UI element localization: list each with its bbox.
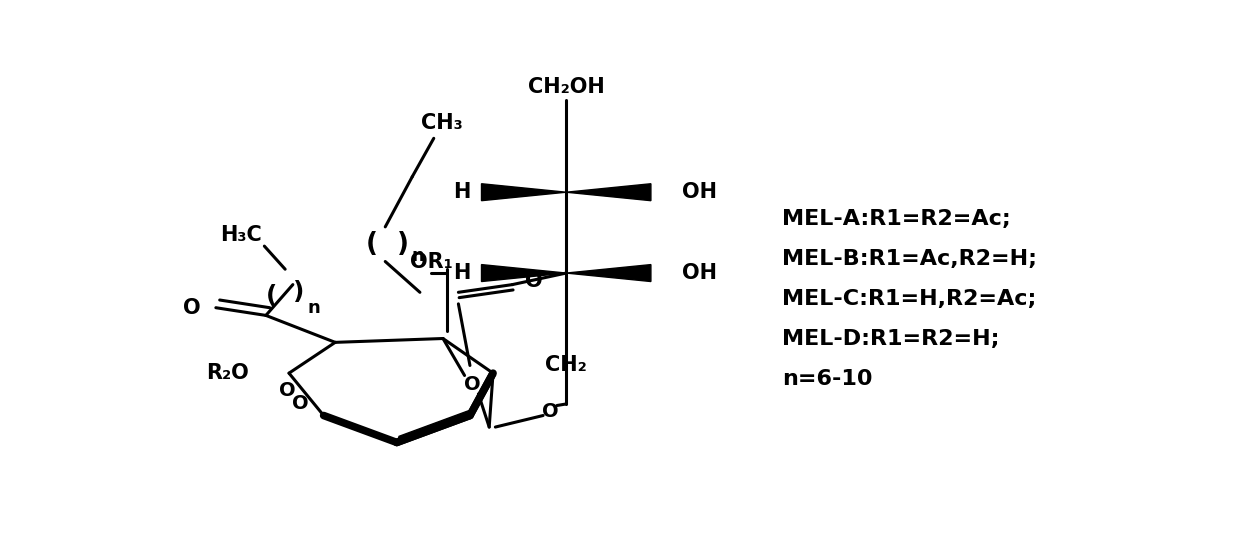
Text: MEL-B:R1=Ac,R2=H;: MEL-B:R1=Ac,R2=H; [781, 249, 1037, 269]
Text: MEL-C:R1=H,R2=Ac;: MEL-C:R1=H,R2=Ac; [781, 289, 1037, 310]
Text: MEL-D:R1=R2=H;: MEL-D:R1=R2=H; [781, 329, 999, 349]
Text: ): ) [294, 280, 305, 304]
Text: (: ( [267, 284, 278, 308]
Text: O: O [293, 394, 309, 413]
Text: O: O [182, 298, 201, 318]
Text: H₃C: H₃C [221, 225, 262, 244]
Text: n: n [412, 247, 425, 265]
Text: CH₂OH: CH₂OH [528, 77, 605, 97]
Text: R₂O: R₂O [206, 363, 249, 383]
Polygon shape [397, 409, 472, 443]
Text: ): ) [397, 231, 409, 257]
Polygon shape [567, 184, 651, 201]
Text: OH: OH [682, 182, 717, 202]
Polygon shape [567, 264, 651, 281]
Text: n: n [308, 299, 320, 317]
Polygon shape [481, 264, 567, 281]
Text: O: O [542, 402, 559, 421]
Polygon shape [481, 184, 567, 201]
Text: CH₃: CH₃ [420, 113, 463, 133]
Text: CH₂: CH₂ [546, 356, 587, 375]
Text: OR₁: OR₁ [410, 251, 453, 272]
Text: O: O [279, 381, 296, 400]
Text: MEL-A:R1=R2=Ac;: MEL-A:R1=R2=Ac; [781, 209, 1011, 229]
Text: O: O [464, 375, 481, 394]
Text: OH: OH [682, 263, 717, 283]
Text: (: ( [366, 231, 378, 257]
Text: H: H [454, 263, 471, 283]
Text: H: H [454, 182, 471, 202]
Text: O: O [525, 271, 542, 291]
Text: n=6-10: n=6-10 [781, 369, 872, 389]
